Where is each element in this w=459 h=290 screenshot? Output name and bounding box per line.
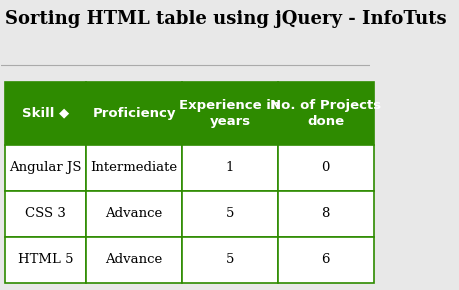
Text: 6: 6 [321, 253, 329, 267]
Text: HTML 5: HTML 5 [18, 253, 73, 267]
FancyBboxPatch shape [277, 145, 373, 191]
FancyBboxPatch shape [182, 237, 277, 283]
FancyBboxPatch shape [277, 82, 373, 145]
Text: Advance: Advance [105, 207, 162, 220]
Text: Advance: Advance [105, 253, 162, 267]
FancyBboxPatch shape [86, 145, 182, 191]
FancyBboxPatch shape [277, 237, 373, 283]
FancyBboxPatch shape [5, 237, 86, 283]
FancyBboxPatch shape [86, 191, 182, 237]
Text: Sorting HTML table using jQuery - InfoTuts: Sorting HTML table using jQuery - InfoTu… [5, 10, 446, 28]
FancyBboxPatch shape [5, 191, 86, 237]
Text: Intermediate: Intermediate [90, 162, 177, 175]
FancyBboxPatch shape [5, 82, 86, 145]
Text: Experience in
years: Experience in years [179, 99, 280, 128]
Text: 8: 8 [321, 207, 329, 220]
Text: Angular JS: Angular JS [9, 162, 82, 175]
Text: 1: 1 [225, 162, 234, 175]
FancyBboxPatch shape [5, 145, 86, 191]
FancyBboxPatch shape [182, 191, 277, 237]
FancyBboxPatch shape [86, 237, 182, 283]
Text: No. of Projects
done: No. of Projects done [269, 99, 381, 128]
Text: 5: 5 [225, 253, 234, 267]
Text: Proficiency: Proficiency [92, 107, 175, 120]
FancyBboxPatch shape [182, 145, 277, 191]
FancyBboxPatch shape [277, 191, 373, 237]
Text: Skill ◆: Skill ◆ [22, 107, 69, 120]
Text: 0: 0 [321, 162, 329, 175]
Text: CSS 3: CSS 3 [25, 207, 66, 220]
FancyBboxPatch shape [86, 82, 182, 145]
FancyBboxPatch shape [182, 82, 277, 145]
Text: 5: 5 [225, 207, 234, 220]
